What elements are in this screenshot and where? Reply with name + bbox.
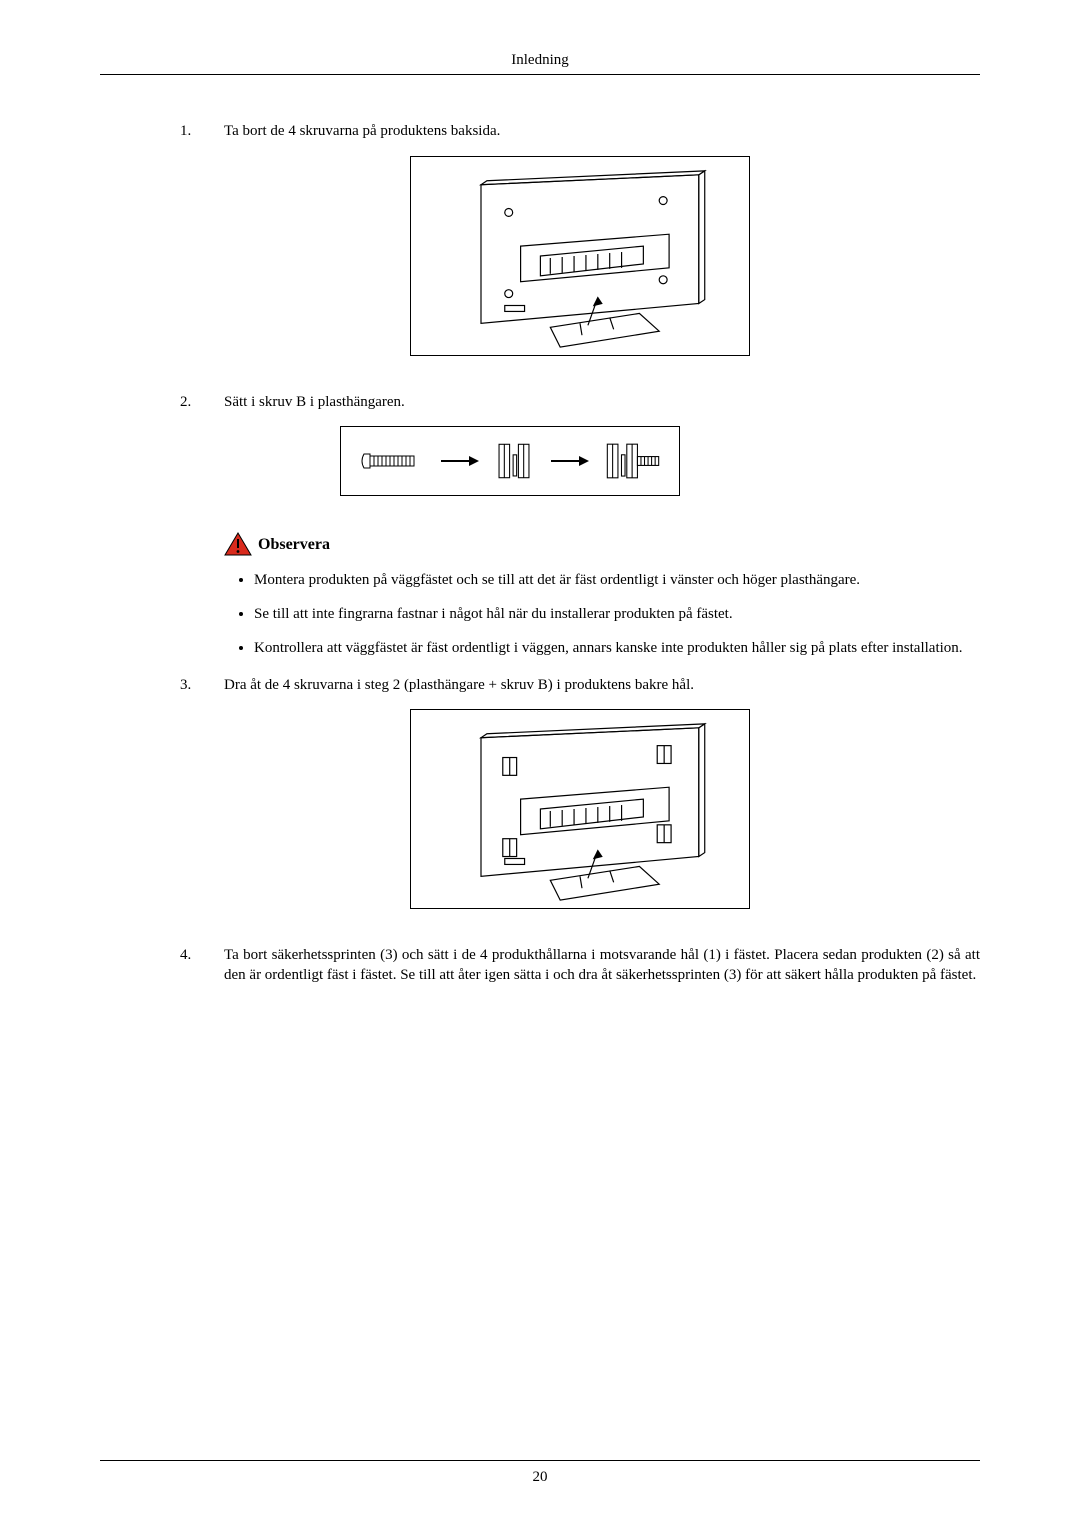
- step-1-text: Ta bort de 4 skruvarna på produktens bak…: [224, 121, 980, 141]
- bullet-3: Kontrollera att väggfästet är fäst orden…: [254, 638, 980, 658]
- bullet-1: Montera produkten på väggfästet och se t…: [254, 570, 980, 590]
- observera-label: Observera: [258, 534, 330, 556]
- step-2: 2. Sätt i skruv B i plasthängaren.: [180, 392, 980, 412]
- step-3-number: 3.: [180, 675, 224, 695]
- warning-triangle-icon: [224, 532, 252, 556]
- step-1: 1. Ta bort de 4 skruvarna på produktens …: [180, 121, 980, 141]
- tv-back-with-hangers-diagram-icon: [411, 710, 749, 908]
- step-2-text: Sätt i skruv B i plasthängaren.: [224, 392, 980, 412]
- observera-bullet-list: Montera produkten på väggfästet och se t…: [224, 570, 980, 659]
- step-4: 4. Ta bort säkerhetssprinten (3) och sät…: [180, 945, 980, 986]
- bullet-2: Se till att inte fingrarna fastnar i någ…: [254, 604, 980, 624]
- page-number: 20: [533, 1469, 548, 1485]
- step-2-number: 2.: [180, 392, 224, 412]
- screw-icon: [356, 436, 426, 486]
- arrow-right-icon: [549, 454, 589, 468]
- page-footer: 20: [100, 1460, 980, 1487]
- content-area: 1. Ta bort de 4 skruvarna på produktens …: [100, 121, 980, 1460]
- figure-step-2: [340, 426, 680, 496]
- step-4-number: 4.: [180, 945, 224, 986]
- step-3: 3. Dra åt de 4 skruvarna i steg 2 (plast…: [180, 675, 980, 695]
- tv-back-diagram-icon: [411, 157, 749, 355]
- running-head: Inledning: [100, 50, 980, 75]
- hanger-with-screw-icon: [602, 436, 664, 486]
- step-1-number: 1.: [180, 121, 224, 141]
- arrow-right-icon: [439, 454, 479, 468]
- step-3-text: Dra åt de 4 skruvarna i steg 2 (plasthän…: [224, 675, 980, 695]
- figure-step-1: [410, 156, 750, 356]
- observera-heading: Observera: [224, 532, 980, 556]
- figure-step-3: [410, 709, 750, 909]
- step-4-text: Ta bort säkerhetssprinten (3) och sätt i…: [224, 945, 980, 986]
- page: Inledning 1. Ta bort de 4 skruvarna på p…: [0, 0, 1080, 1527]
- plastic-hanger-icon: [492, 436, 536, 486]
